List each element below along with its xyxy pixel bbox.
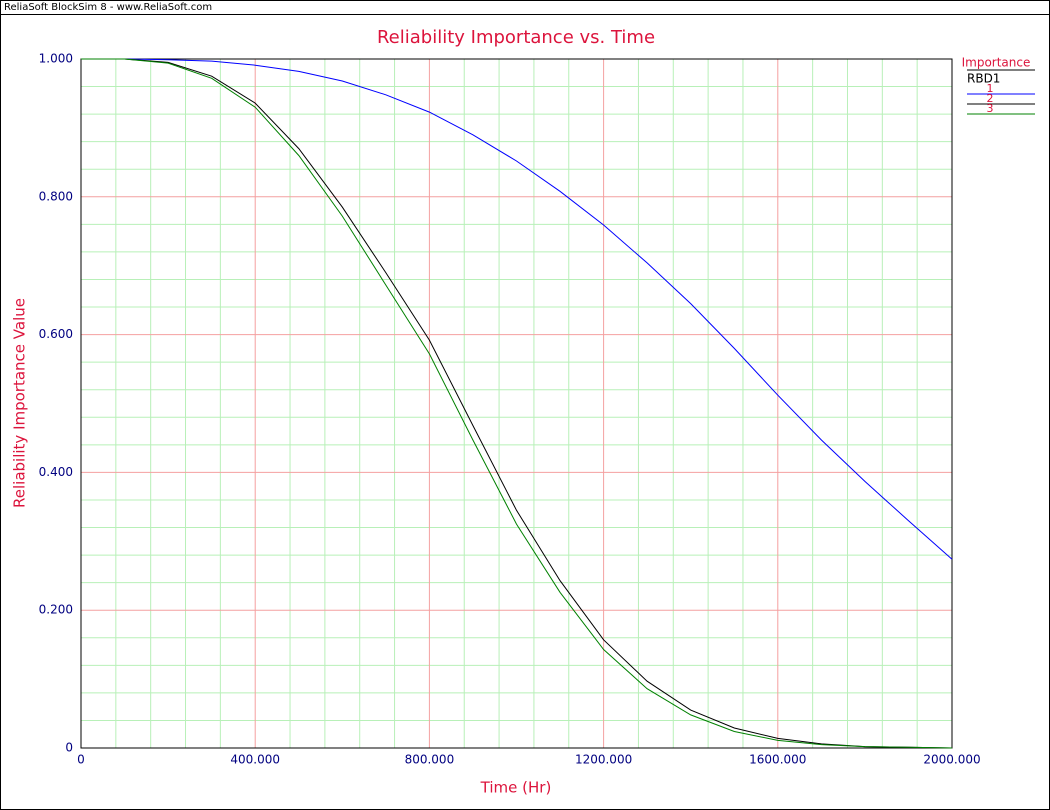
- x-tick-label: 0: [77, 753, 85, 767]
- y-tick-label: 0.600: [39, 327, 73, 341]
- x-tick-label: 400.000: [230, 753, 280, 767]
- plot-frame: [80, 58, 953, 749]
- chart-title: Reliability Importance vs. Time: [377, 27, 655, 48]
- x-tick-label: 800.000: [405, 753, 455, 767]
- x-tick-label: 2000.000: [923, 753, 980, 767]
- y-tick-label: 1.000: [39, 52, 73, 66]
- y-tick-label: 0.800: [39, 189, 73, 203]
- x-tick-label: 1600.000: [749, 753, 806, 767]
- x-axis-title: Time (Hr): [480, 779, 552, 797]
- legend-label: 1: [987, 82, 994, 95]
- series-line: [81, 58, 953, 749]
- y-tick-label: 0.400: [39, 465, 73, 479]
- app-title: ReliaSoft BlockSim 8 - www.ReliaSoft.com: [4, 2, 212, 13]
- legend-title: Importance: [962, 56, 1031, 70]
- series-line: [81, 58, 953, 749]
- legend-label: 3: [987, 102, 994, 115]
- legend-group: RBD1: [967, 72, 1000, 86]
- y-tick-label: 0: [65, 741, 73, 755]
- y-axis-title: Reliability Importance Value: [11, 298, 29, 508]
- y-tick-label: 0.200: [39, 603, 73, 617]
- x-tick-label: 1200.000: [575, 753, 632, 767]
- legend-label: 2: [987, 92, 994, 105]
- series-line: [81, 58, 953, 560]
